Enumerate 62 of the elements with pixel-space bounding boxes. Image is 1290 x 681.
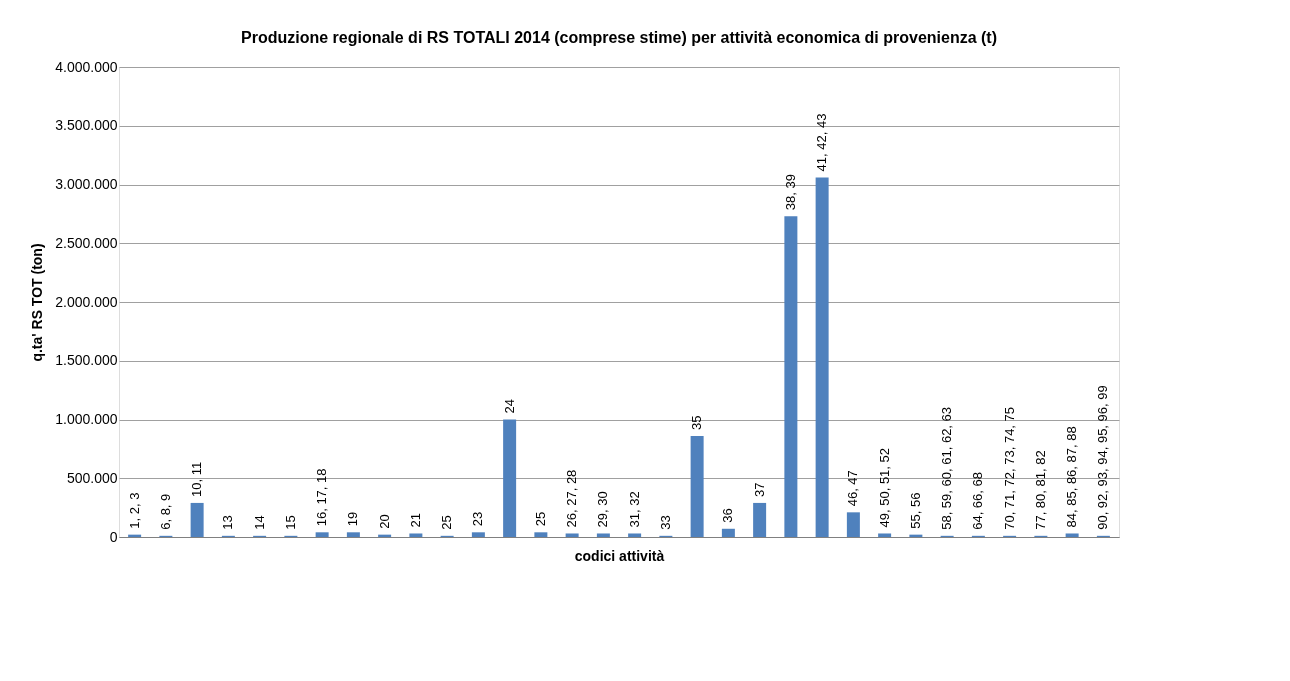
bar [815, 177, 829, 537]
bar [190, 502, 204, 537]
y-tick-label: 2.500.000 [55, 234, 118, 251]
bar [534, 532, 548, 537]
bar [315, 532, 329, 537]
y-tick-label: 2.000.000 [55, 293, 118, 310]
x-tick-label: 64, 66, 68 [970, 472, 986, 530]
y-tick-label: 1.500.000 [55, 352, 118, 369]
bar [565, 533, 579, 537]
bar [1065, 533, 1079, 537]
y-tick-label: 3.000.000 [55, 176, 118, 192]
x-tick-label: 84, 85, 86, 87, 88 [1064, 426, 1080, 528]
x-tick-label: 20 [376, 514, 392, 529]
bar [846, 512, 860, 537]
x-tick-label: 25 [439, 515, 455, 530]
x-tick-label: 58, 59, 60, 61, 62, 63 [939, 406, 955, 530]
bar [753, 502, 767, 537]
x-tick-label: 26, 27, 28 [564, 469, 580, 528]
x-tick-label: 14 [251, 515, 267, 530]
x-tick-label: 23 [470, 511, 486, 527]
x-tick-label: 46, 47 [845, 470, 861, 507]
bar [346, 532, 360, 537]
x-tick-label: 16, 17, 18 [314, 468, 330, 527]
x-tick-label: 36 [720, 508, 736, 523]
x-tick-label: 31, 32 [626, 491, 642, 528]
y-axis-title: q.ta' RS TOT (ton) [29, 243, 46, 362]
x-axis-title: codici attività [574, 547, 665, 564]
x-tick-label: 35 [689, 415, 705, 430]
x-tick-label: 55, 56 [907, 492, 923, 529]
x-tick-label: 33 [657, 515, 673, 530]
bar [503, 419, 517, 537]
y-tick-label: 1.000.000 [55, 411, 118, 427]
x-tick-label: 25 [532, 511, 548, 527]
x-tick-label: 6, 8, 9 [157, 493, 173, 530]
x-tick-label: 1, 2, 3 [126, 492, 142, 529]
x-tick-label: 21 [407, 513, 423, 528]
bar [596, 533, 610, 537]
bar [471, 532, 485, 537]
x-tick-label: 15 [282, 515, 298, 530]
x-tick-label: 19 [345, 511, 361, 527]
x-tick-label: 77, 80, 81, 82 [1032, 450, 1048, 530]
chart-title: Produzione regionale di RS TOTALI 2014 (comprese stime) per attività economica di provenienza (t) [240, 29, 998, 46]
bar [628, 533, 642, 537]
bar [721, 528, 735, 537]
y-tick-label: 3.500.000 [55, 117, 118, 134]
bar [409, 533, 423, 537]
bar [690, 435, 704, 537]
bar [878, 533, 892, 537]
y-tick-label: 4.000.000 [55, 58, 118, 75]
x-tick-label: 38, 39 [782, 174, 798, 211]
x-tick-label: 90, 92, 93, 94, 95, 96, 99 [1095, 385, 1111, 530]
y-tick-label: 500.000 [66, 469, 118, 486]
x-tick-label: 37 [751, 482, 767, 497]
y-tick-label: 0 [109, 528, 118, 545]
bar [784, 216, 798, 537]
x-tick-label: 49, 50, 51, 52 [876, 447, 892, 528]
x-tick-label: 70, 71, 72, 73, 74, 75 [1001, 406, 1017, 530]
x-tick-label: 10, 11 [189, 461, 205, 497]
x-tick-label: 41, 42, 43 [814, 113, 830, 172]
x-tick-label: 13 [220, 515, 236, 530]
x-tick-label: 24 [501, 399, 517, 414]
x-tick-label: 29, 30 [595, 491, 611, 528]
